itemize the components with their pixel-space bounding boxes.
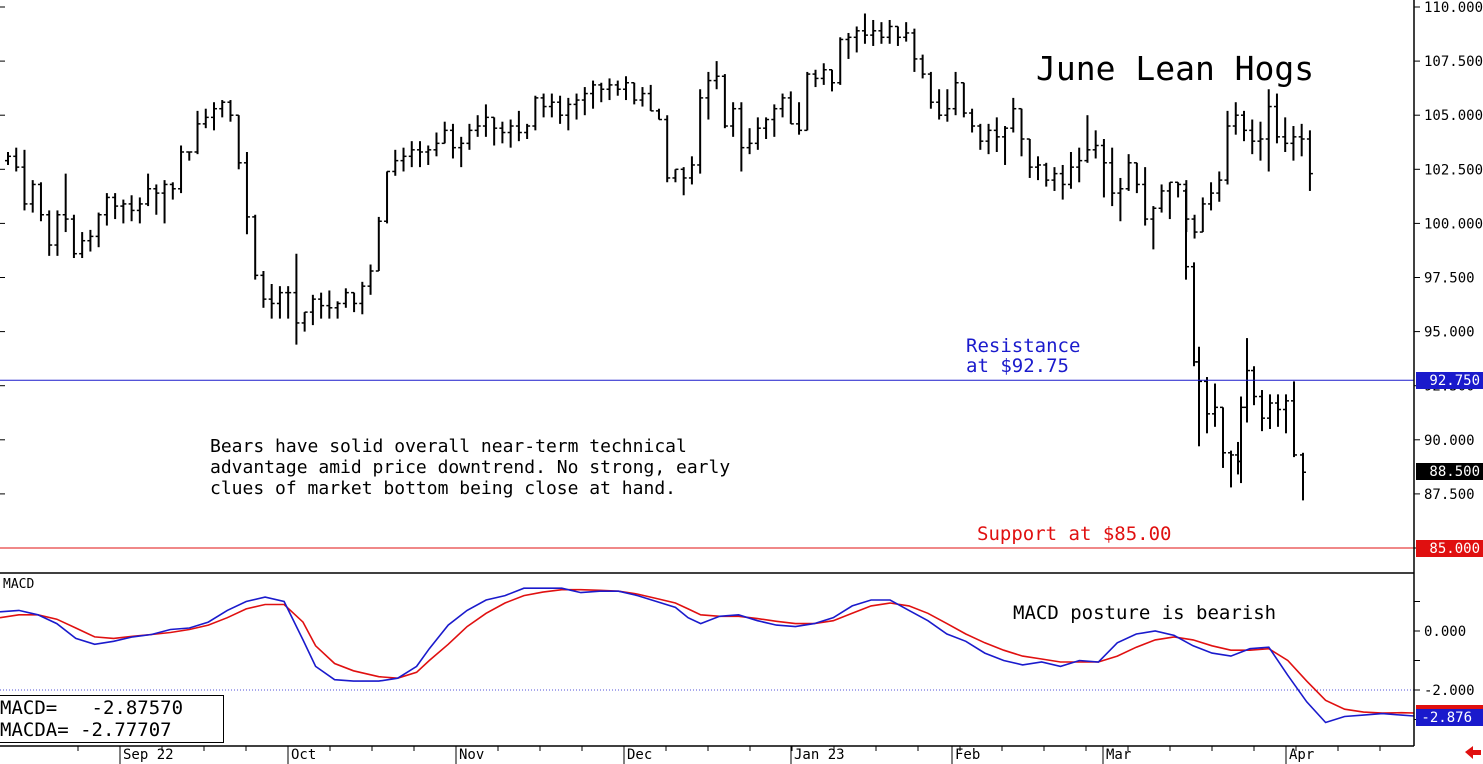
price-tick-label: 87.500 xyxy=(1424,487,1475,503)
resistance-label-line1: Resistance xyxy=(966,335,1080,357)
macd-panel-label: MACD xyxy=(3,577,34,592)
price-tick-label: 102.500 xyxy=(1424,162,1483,178)
time-axis-label: Nov xyxy=(459,747,484,763)
time-axis-label: Oct xyxy=(291,747,316,763)
time-axis-label: Feb xyxy=(955,747,980,763)
commentary-line3: clues of market bottom being close at ha… xyxy=(210,478,676,499)
price-tick-label: 110.000 xyxy=(1424,0,1483,16)
macd-tick-label: -2.000 xyxy=(1424,683,1475,699)
time-axis-label: Jan 23 xyxy=(794,747,845,763)
macd-value-badge-text: -2.876 xyxy=(1421,710,1472,726)
macd-value-badge-red xyxy=(1416,705,1483,709)
chart-title: June Lean Hogs xyxy=(1036,49,1314,88)
time-axis-label: Sep 22 xyxy=(123,747,174,763)
macda-readout-value: MACDA= -2.77707 xyxy=(0,719,172,741)
commentary-line2: advantage amid price downtrend. No stron… xyxy=(210,457,730,478)
price-tick-label: 107.500 xyxy=(1424,54,1483,70)
time-axis: Sep 22 Oct Nov Dec Jan 23 Feb Mar Apr xyxy=(77,746,1381,764)
ohlc-bars xyxy=(5,13,1313,501)
time-axis-label: Dec xyxy=(627,747,652,763)
macd-line xyxy=(0,587,1415,724)
macd-tick-label: 0.000 xyxy=(1424,624,1466,640)
macd-readout-box: MACD= -2.87570 MACDA= -2.77707 xyxy=(0,695,224,743)
macd-note: MACD posture is bearish xyxy=(1013,602,1276,624)
commentary-line1: Bears have solid overall near-term techn… xyxy=(210,436,687,457)
last-price-badge-text: 88.500 xyxy=(1429,464,1480,480)
macd-signal-line xyxy=(0,588,1415,714)
macd-value-badge xyxy=(1416,709,1483,726)
macd-readout-value: MACD= -2.87570 xyxy=(0,697,184,719)
macd-lines: 0.000 -2.000 xyxy=(0,587,1475,724)
time-axis-label: Apr xyxy=(1289,747,1314,763)
resistance-label-line2: at $92.75 xyxy=(966,355,1069,377)
last-price-badge xyxy=(1416,463,1483,480)
support-price-badge xyxy=(1416,540,1483,557)
price-tick-label: 95.000 xyxy=(1424,325,1475,341)
resistance-price-badge-text: 92.750 xyxy=(1429,373,1480,389)
resistance-price-badge xyxy=(1416,372,1483,389)
support-price-badge-text: 85.000 xyxy=(1429,541,1480,557)
price-tick-label: 100.000 xyxy=(1424,216,1483,232)
support-label: Support at $85.00 xyxy=(977,523,1171,545)
price-tick-label: 97.500 xyxy=(1424,271,1475,287)
price-tick-label: 105.000 xyxy=(1424,108,1483,124)
time-axis-label: Mar xyxy=(1106,747,1131,763)
price-tick-label: 90.000 xyxy=(1424,433,1475,449)
support-resistance-lines xyxy=(0,379,1414,549)
scroll-left-arrow-icon[interactable] xyxy=(1465,746,1481,759)
